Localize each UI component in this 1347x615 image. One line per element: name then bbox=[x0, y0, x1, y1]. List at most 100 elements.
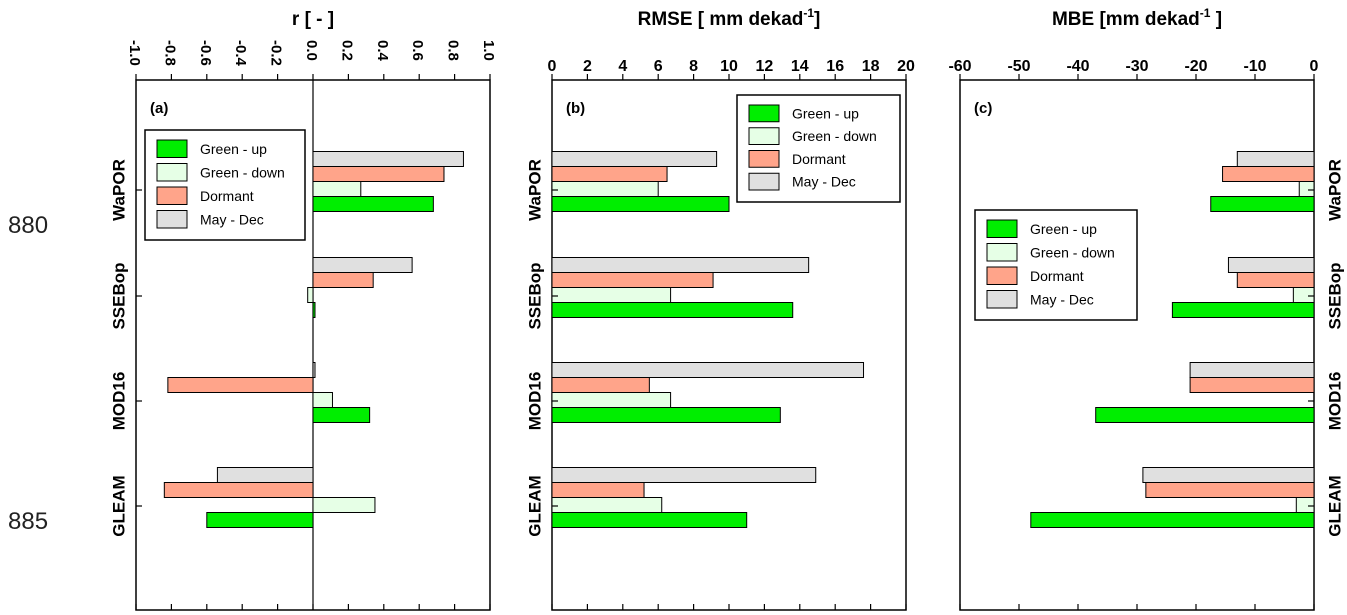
bar-green-down-mod16 bbox=[312, 392, 333, 408]
legend-label: May - Dec bbox=[200, 211, 264, 227]
bar-green-down-ssebop bbox=[1292, 287, 1315, 303]
plot-frame bbox=[959, 79, 1315, 611]
category-label-gleam: GLEAM bbox=[109, 475, 128, 536]
category-label-ssebop: SSEBop bbox=[525, 262, 544, 329]
x-tick-label: 2 bbox=[583, 58, 592, 75]
x-tick-label: 20 bbox=[897, 58, 915, 75]
x-tick-label: 0.0 bbox=[303, 40, 320, 61]
bar-green-up-gleam bbox=[1030, 512, 1315, 528]
chart-title-tail: ] bbox=[814, 9, 820, 30]
legend-swatch bbox=[748, 150, 780, 168]
legend-swatch bbox=[748, 172, 780, 191]
legend-label: Green - up bbox=[792, 105, 859, 121]
legend-swatch bbox=[986, 290, 1018, 309]
x-tick-label: 0.4 bbox=[374, 40, 391, 62]
chart-title-tail: ] bbox=[1210, 9, 1222, 30]
category-label-mod16: MOD16 bbox=[1325, 372, 1344, 431]
chart-title-text: r [ - ] bbox=[292, 9, 334, 30]
bar-dormant-wapor bbox=[551, 166, 668, 182]
category-label-ssebop: SSEBop bbox=[109, 262, 128, 329]
bar-green-down-ssebop bbox=[551, 287, 672, 303]
bar-dormant-gleam bbox=[163, 482, 314, 498]
x-tick-label: -30 bbox=[1125, 58, 1148, 75]
category-label-wapor: WaPOR bbox=[525, 159, 544, 221]
legend-swatch bbox=[986, 219, 1018, 238]
category-label-wapor: WaPOR bbox=[1325, 159, 1344, 221]
legend-label: Dormant bbox=[1030, 268, 1084, 284]
bar-dormant-ssebop bbox=[551, 272, 714, 288]
category-label-wapor: WaPOR bbox=[109, 159, 128, 221]
x-tick-label: -0.4 bbox=[232, 40, 249, 67]
category-label-mod16: MOD16 bbox=[525, 372, 544, 431]
chart-title-superscript: -1 bbox=[803, 6, 814, 20]
bar-may-dec-wapor bbox=[551, 151, 718, 167]
x-tick-label: -40 bbox=[1066, 58, 1089, 75]
chart-title: RMSE [ mm dekad-1] bbox=[638, 6, 821, 30]
legend-swatch bbox=[986, 243, 1018, 262]
x-tick-label: -1.0 bbox=[126, 40, 143, 66]
legend-label: Dormant bbox=[200, 188, 254, 204]
panel-label: (c) bbox=[974, 100, 992, 117]
bar-green-up-mod16 bbox=[312, 407, 371, 423]
x-tick-label: -10 bbox=[1243, 58, 1266, 75]
plot-frame bbox=[551, 79, 907, 611]
bar-may-dec-gleam bbox=[551, 467, 817, 483]
line-number-885: 885 bbox=[8, 508, 49, 535]
bar-may-dec-wapor bbox=[312, 151, 464, 167]
x-tick-label: 6 bbox=[654, 58, 663, 75]
bar-dormant-mod16 bbox=[1189, 377, 1315, 393]
legend-swatch bbox=[156, 186, 188, 205]
panel-b: RMSE [ mm dekad-1] 0 2 4 6 8 10 12 14 16 18 20 WaPOR… bbox=[525, 6, 915, 611]
bar-green-down-gleam bbox=[1295, 497, 1315, 513]
bar-dormant-ssebop bbox=[1236, 272, 1315, 288]
x-tick-label: 4 bbox=[618, 58, 627, 75]
bar-dormant-mod16 bbox=[551, 377, 650, 393]
chart-title: r [ - ] bbox=[292, 9, 334, 30]
panel-a: r [ - ] -1.0 -0.8 -0.6 -0.4 -0.2 0.0 0.2 0.4 0.6 0… bbox=[109, 9, 497, 611]
bar-may-dec-ssebop bbox=[1227, 257, 1315, 273]
bar-may-dec-ssebop bbox=[312, 257, 413, 273]
panel-label: (a) bbox=[150, 100, 168, 117]
x-tick-label: 8 bbox=[689, 58, 698, 75]
x-tick-label: 0.6 bbox=[409, 40, 426, 61]
legend-label: May - Dec bbox=[1030, 291, 1094, 307]
bar-may-dec-gleam bbox=[1142, 467, 1315, 483]
category-label-gleam: GLEAM bbox=[1325, 475, 1344, 536]
x-tick-label: -20 bbox=[1184, 58, 1207, 75]
x-tick-label: 12 bbox=[756, 58, 774, 75]
bar-green-down-gleam bbox=[551, 497, 663, 513]
bar-dormant-wapor bbox=[312, 166, 445, 182]
category-label-gleam: GLEAM bbox=[525, 475, 544, 536]
bar-green-up-ssebop bbox=[312, 302, 316, 318]
legend-label: Green - down bbox=[1030, 244, 1115, 260]
x-tick-label: 18 bbox=[862, 58, 880, 75]
bar-may-dec-mod16 bbox=[551, 362, 865, 378]
x-tick-label: 14 bbox=[791, 58, 809, 75]
x-tick-label: 0.2 bbox=[338, 40, 355, 61]
chart-title: MBE [mm dekad-1 ] bbox=[1052, 6, 1222, 30]
bar-green-down-wapor bbox=[551, 181, 659, 197]
bar-green-up-gleam bbox=[551, 512, 748, 528]
x-tick-label: -0.8 bbox=[161, 40, 178, 66]
x-tick-label: 10 bbox=[720, 58, 738, 75]
category-label-ssebop: SSEBop bbox=[1325, 262, 1344, 329]
legend-swatch bbox=[156, 163, 188, 182]
bar-green-up-ssebop bbox=[551, 302, 794, 318]
panel-c: MBE [mm dekad-1 ] -60 -50 -40 -30 -20 -10 0 WaPO… bbox=[948, 6, 1344, 611]
chart-title-superscript: -1 bbox=[1200, 6, 1211, 20]
bar-green-up-mod16 bbox=[1095, 407, 1315, 423]
bar-green-down-wapor bbox=[312, 181, 362, 197]
legend: Green - up Green - down Dormant May - Dec bbox=[144, 129, 306, 241]
legend-swatch bbox=[748, 104, 780, 123]
bar-green-up-mod16 bbox=[551, 407, 781, 423]
bar-green-down-gleam bbox=[312, 497, 376, 513]
legend-label: May - Dec bbox=[792, 174, 856, 190]
bar-may-dec-gleam bbox=[216, 467, 314, 483]
legend-label: Green - up bbox=[1030, 221, 1097, 237]
bar-green-up-wapor bbox=[1210, 196, 1315, 212]
bar-may-dec-mod16 bbox=[1189, 362, 1315, 378]
bar-dormant-mod16 bbox=[167, 377, 314, 393]
x-tick-label: -0.6 bbox=[197, 40, 214, 66]
x-tick-label: 0 bbox=[1310, 58, 1319, 75]
